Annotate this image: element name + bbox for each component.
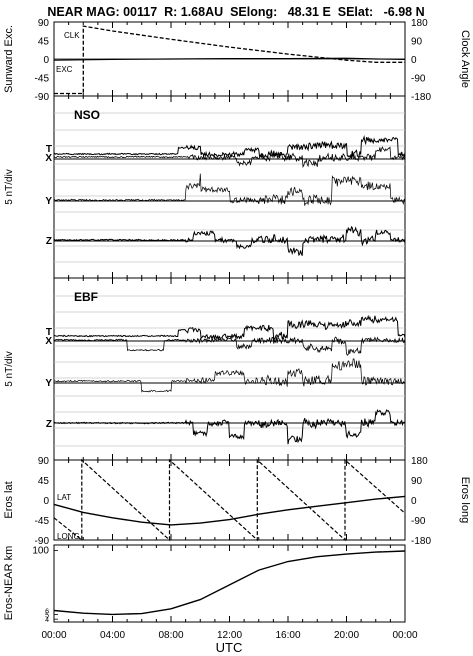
x-tick-label: 00:00 <box>392 630 417 641</box>
ebf-component-z: Z <box>46 419 52 430</box>
nso-trace-t <box>53 134 406 160</box>
eros-ytick-right: 0 <box>411 496 417 507</box>
nso-component-x: X <box>45 153 52 164</box>
x-tick-label: 04:00 <box>100 630 125 641</box>
sunward-ytick-right: -90 <box>411 74 426 85</box>
range-panel-frame <box>53 544 406 623</box>
sunward-ytick-left: 90 <box>38 18 50 29</box>
figure-title: NEAR MAG: 00117 R: 1.68AU SElong: 48.31 … <box>47 5 424 19</box>
sunward-ytick-right: 90 <box>411 37 423 48</box>
sunward-ytick-left: -90 <box>35 92 50 103</box>
sunward-ylabel-left: Sunward Exc. <box>3 25 15 93</box>
sunward-ytick-left: 0 <box>43 55 49 66</box>
nso-component-y: Y <box>45 196 52 207</box>
ebf-component-y: Y <box>45 378 52 389</box>
x-tick-label: 12:00 <box>217 630 242 641</box>
eros-ytick-left: -90 <box>35 536 50 547</box>
nso-trace-x <box>53 146 406 168</box>
nso-trace-y <box>53 173 406 206</box>
eros-series-lat <box>53 495 406 526</box>
long-label: LONG <box>57 532 80 541</box>
eros-panel-frame <box>53 459 406 541</box>
x-tick-label: 08:00 <box>158 630 183 641</box>
eros-ytick-left: 0 <box>43 496 49 507</box>
nso-title: NSO <box>74 108 100 122</box>
ebf-title: EBF <box>74 290 98 304</box>
range-ytick-left: 6 <box>45 609 49 616</box>
eros-ytick-left: -45 <box>35 516 50 527</box>
range-ytick-left: 5 <box>45 612 49 619</box>
ebf-trace-y <box>53 358 406 393</box>
nso-ylabel: 5 nT/div <box>4 169 15 205</box>
exc-label: EXC <box>56 65 73 74</box>
nso-component-t: T <box>46 144 52 155</box>
ebf-trace-t <box>53 314 406 343</box>
ebf-component-t: T <box>46 327 52 338</box>
clk-label: CLK <box>64 31 80 40</box>
sunward-ytick-right: 0 <box>411 55 417 66</box>
eros-ylabel-right: Eros long <box>459 477 471 523</box>
nso-trace-z <box>53 225 406 257</box>
range-ytick-left: 100 <box>32 546 49 557</box>
sunward-ytick-right: 180 <box>411 18 428 29</box>
x-tick-label: 00:00 <box>41 630 66 641</box>
eros-ytick-left: 45 <box>38 476 50 487</box>
range-ylabel-left: Eros-NEAR km <box>3 546 15 621</box>
sunward-ytick-left: 45 <box>38 37 50 48</box>
ebf-trace-z <box>53 408 406 445</box>
nso-panel-frame <box>53 95 406 279</box>
eros-ytick-right: -180 <box>411 536 431 547</box>
ebf-trace-x <box>53 336 406 356</box>
x-tick-label: 16:00 <box>275 630 300 641</box>
nso-component-z: Z <box>46 236 52 247</box>
sunward-ytick-left: -45 <box>35 74 50 85</box>
eros-ylabel-left: Eros lat <box>3 481 15 518</box>
sunward-ytick-right: -180 <box>411 92 431 103</box>
x-tick-label: 20:00 <box>334 630 359 641</box>
ebf-component-x: X <box>45 336 52 347</box>
eros-ytick-right: 180 <box>411 456 428 467</box>
eros-ytick-left: 90 <box>38 456 50 467</box>
eros-series-long <box>53 458 406 542</box>
x-axis-label: UTC <box>216 640 243 655</box>
ebf-ylabel: 5 nT/div <box>4 351 15 387</box>
lat-label: LAT <box>57 493 71 502</box>
eros-ytick-right: 90 <box>411 476 423 487</box>
eros-ytick-right: -90 <box>411 516 426 527</box>
range-ytick-left: 4 <box>45 617 49 624</box>
sunward-series-exc <box>53 57 406 61</box>
panels-group: 90 180 45 90 0 0 -45 -90 -90 -180 Sunward Exc. Cloc… <box>3 18 471 641</box>
sunward-ylabel-right: Clock Angle <box>459 30 471 88</box>
range-series <box>53 550 406 616</box>
